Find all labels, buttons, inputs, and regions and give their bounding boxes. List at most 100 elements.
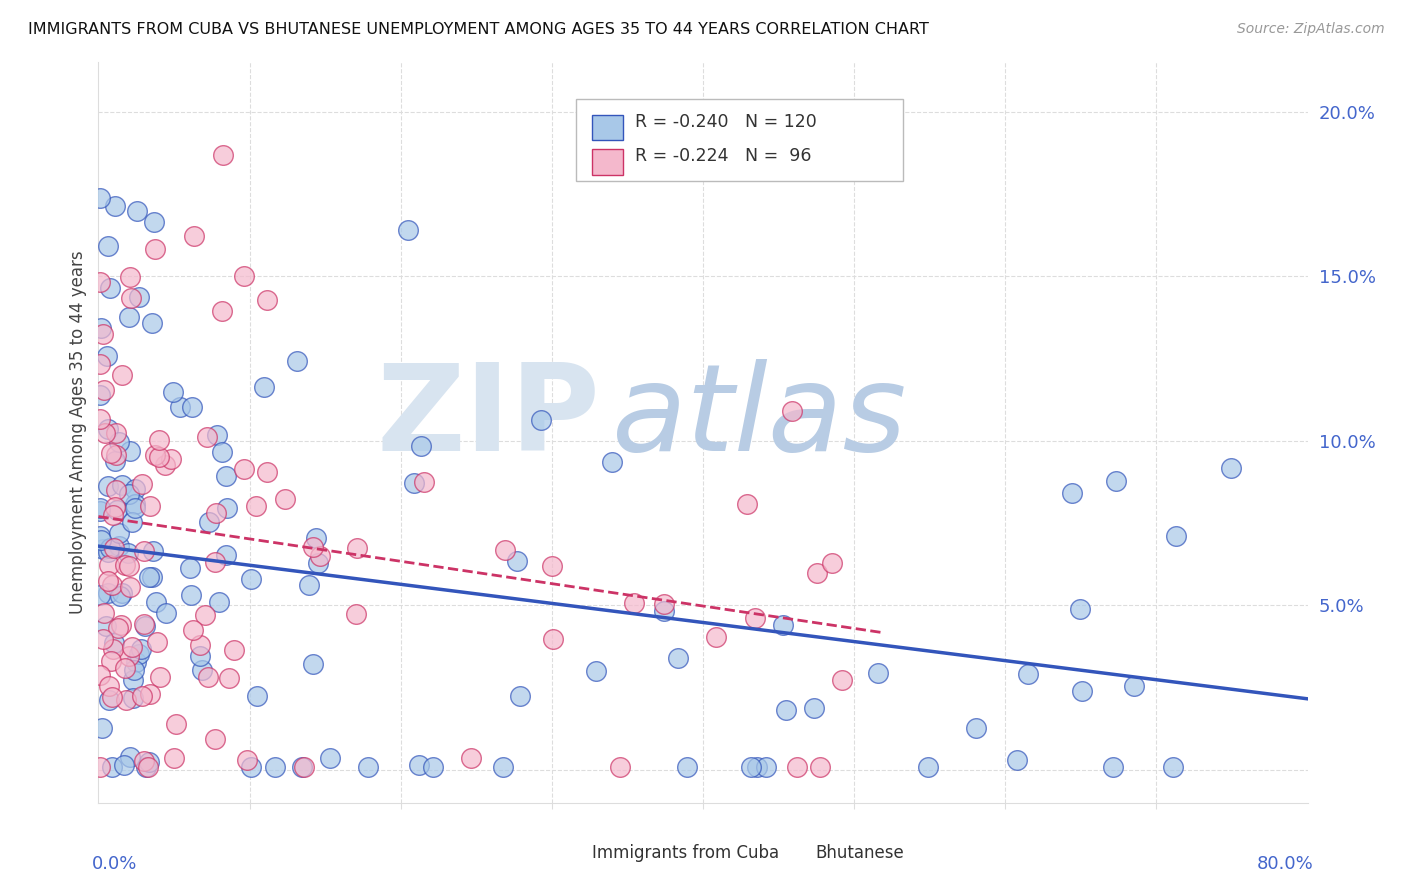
Point: [396, 223, 419, 237]
Point: [90, 320, 112, 334]
Text: IMMIGRANTS FROM CUBA VS BHUTANESE UNEMPLOYMENT AMONG AGES 35 TO 44 YEARS CORRELA: IMMIGRANTS FROM CUBA VS BHUTANESE UNEMPL…: [28, 22, 929, 37]
Point: [104, 454, 127, 468]
Point: [97, 479, 120, 493]
Point: [100, 654, 122, 668]
Point: [780, 404, 803, 418]
Point: [600, 455, 623, 469]
Point: [292, 759, 315, 773]
Point: [412, 475, 434, 490]
Point: [163, 751, 186, 765]
Point: [1105, 474, 1128, 488]
Point: [422, 759, 444, 773]
Point: [91, 327, 114, 342]
Point: [666, 650, 689, 665]
Point: [1122, 680, 1144, 694]
Text: Immigrants from Cuba: Immigrants from Cuba: [592, 844, 779, 863]
Point: [103, 641, 125, 656]
Point: [357, 759, 380, 773]
Point: [111, 585, 134, 599]
Point: [222, 643, 245, 657]
Point: [104, 448, 127, 462]
Text: 0.0%: 0.0%: [93, 855, 138, 872]
Point: [100, 446, 122, 460]
Point: [89, 588, 111, 602]
Point: [145, 635, 167, 649]
Text: Bhutanese: Bhutanese: [815, 844, 904, 863]
Point: [132, 617, 155, 632]
Point: [211, 445, 233, 459]
Point: [215, 549, 238, 563]
Point: [118, 270, 141, 285]
Point: [141, 570, 163, 584]
Point: [344, 607, 367, 622]
Point: [101, 508, 124, 523]
Point: [747, 759, 769, 773]
Point: [198, 516, 221, 530]
Point: [149, 670, 172, 684]
Point: [105, 502, 128, 516]
Point: [245, 499, 267, 513]
Point: [89, 529, 111, 543]
Point: [115, 693, 138, 707]
Point: [965, 721, 987, 735]
Point: [162, 384, 184, 399]
Point: [165, 717, 187, 731]
Point: [139, 687, 162, 701]
Point: [207, 595, 229, 609]
Text: ZIP: ZIP: [377, 359, 600, 476]
Point: [263, 759, 285, 773]
Point: [132, 754, 155, 768]
Point: [233, 268, 256, 283]
Point: [104, 500, 127, 514]
Point: [232, 462, 254, 476]
Point: [100, 281, 122, 295]
Point: [89, 501, 111, 516]
Point: [1005, 753, 1028, 767]
Point: [195, 430, 218, 444]
Point: [609, 759, 631, 773]
Point: [821, 556, 844, 570]
Point: [831, 673, 853, 687]
Point: [128, 290, 150, 304]
Text: 80.0%: 80.0%: [1257, 855, 1313, 872]
Point: [148, 433, 170, 447]
Point: [138, 570, 160, 584]
Point: [408, 757, 430, 772]
Point: [786, 759, 808, 773]
Point: [179, 560, 201, 574]
FancyBboxPatch shape: [555, 840, 586, 866]
Point: [89, 667, 111, 681]
Point: [89, 357, 111, 371]
Point: [1161, 759, 1184, 773]
Point: [131, 477, 153, 491]
Point: [775, 703, 797, 717]
Point: [121, 691, 143, 706]
Point: [118, 580, 141, 594]
Point: [409, 439, 432, 453]
Point: [274, 491, 297, 506]
Point: [118, 750, 141, 764]
Point: [97, 545, 120, 559]
FancyBboxPatch shape: [592, 114, 623, 140]
Point: [134, 619, 156, 633]
Point: [205, 506, 228, 520]
FancyBboxPatch shape: [779, 840, 811, 866]
Point: [190, 638, 212, 652]
Point: [98, 558, 121, 573]
Point: [211, 304, 233, 318]
Point: [211, 148, 233, 162]
Point: [623, 596, 645, 610]
Point: [194, 607, 217, 622]
Point: [675, 759, 697, 773]
Point: [129, 641, 152, 656]
Point: [108, 539, 131, 553]
Point: [118, 310, 141, 324]
FancyBboxPatch shape: [592, 149, 623, 175]
Point: [917, 759, 939, 773]
Point: [236, 753, 259, 767]
Point: [143, 448, 166, 462]
Point: [740, 759, 762, 773]
Point: [145, 594, 167, 608]
Point: [107, 434, 129, 449]
Point: [291, 759, 314, 773]
